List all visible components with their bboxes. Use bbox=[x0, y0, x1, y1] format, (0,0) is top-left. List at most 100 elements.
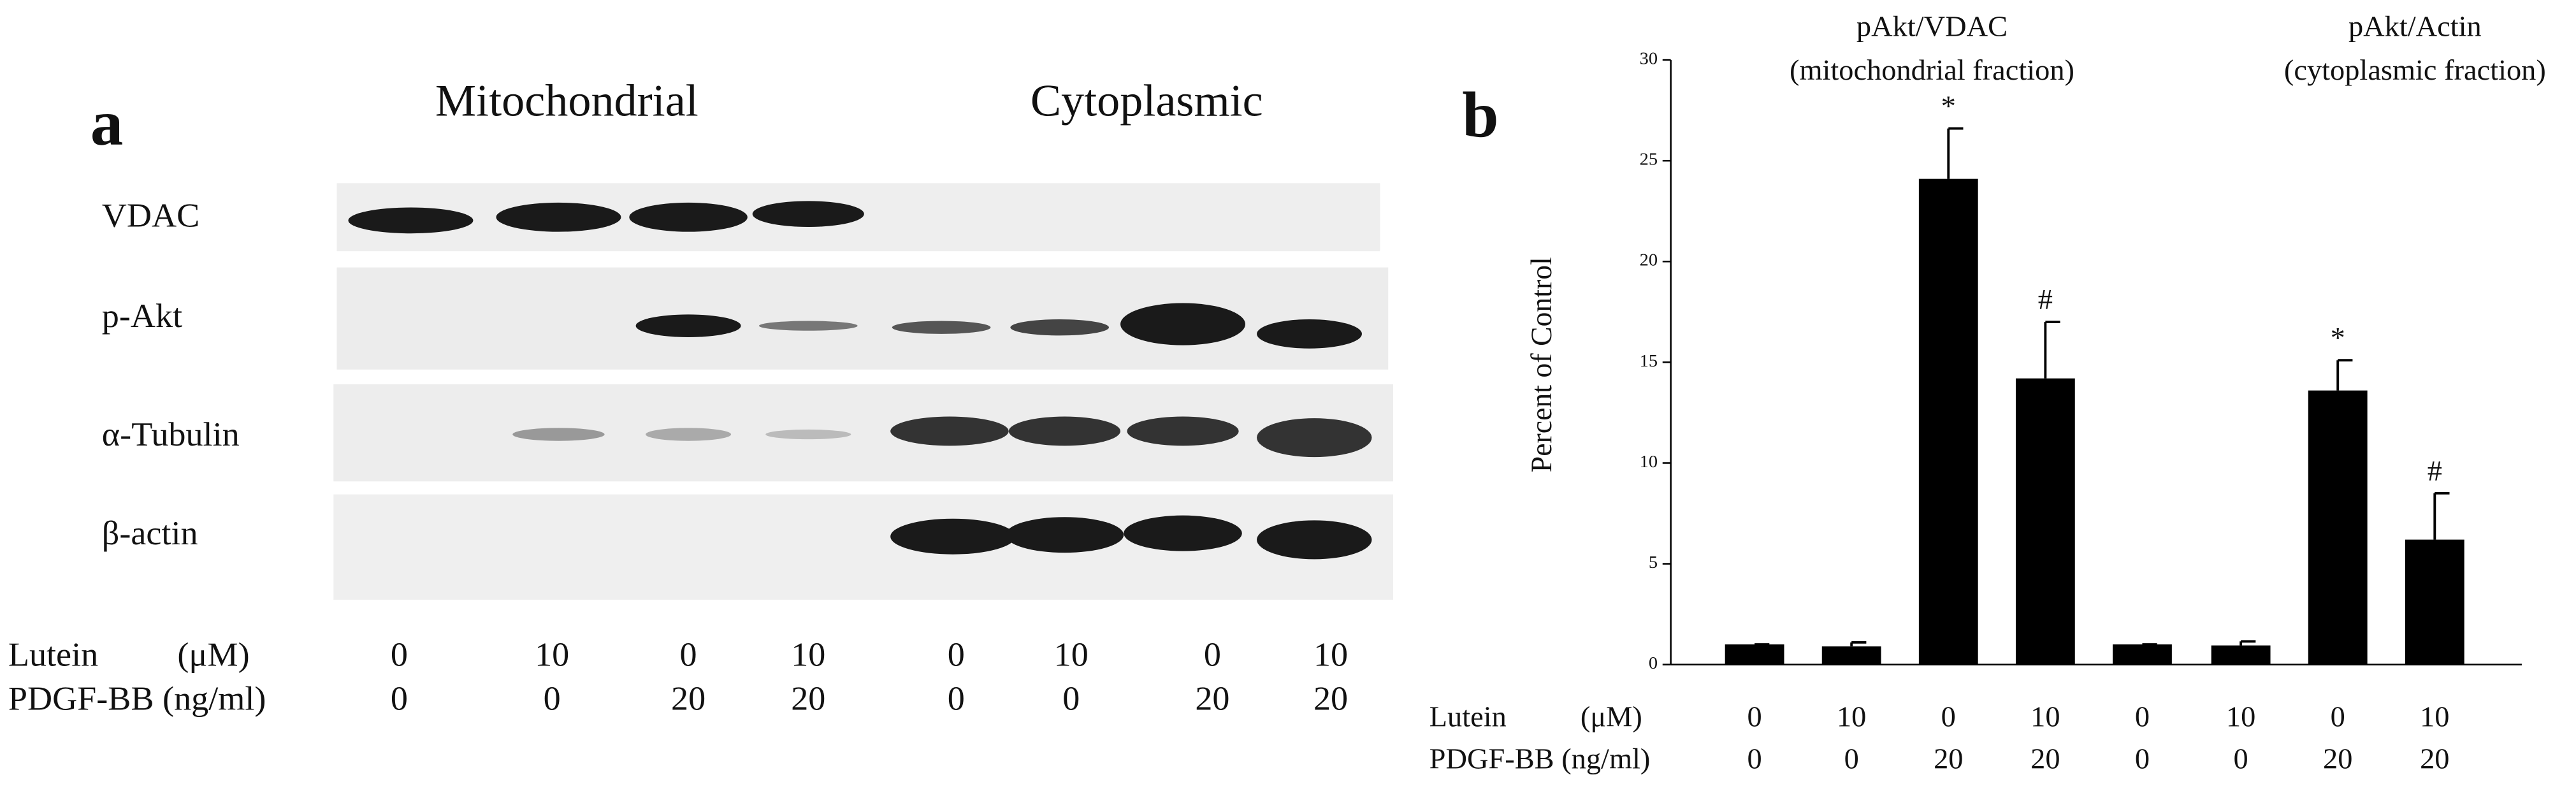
fraction-label: Cytoplasmic bbox=[1031, 75, 1263, 126]
x-tick-label: 20 bbox=[2323, 743, 2352, 775]
y-tick-label: 30 bbox=[1640, 49, 1658, 69]
error-bar bbox=[1947, 127, 1964, 179]
error-bar bbox=[2336, 359, 2353, 391]
y-tick-label: 25 bbox=[1640, 150, 1658, 170]
y-tick-label: 20 bbox=[1640, 250, 1658, 270]
lane-label: 0 bbox=[391, 679, 408, 718]
x-tick-label: 0 bbox=[1844, 743, 1859, 775]
treatment-label: PDGF-BB (ng/ml) bbox=[8, 679, 266, 718]
lane-label: 10 bbox=[1313, 635, 1348, 674]
band bbox=[892, 321, 991, 334]
bar bbox=[2308, 390, 2368, 665]
error-bar bbox=[2433, 491, 2450, 540]
band bbox=[629, 202, 748, 232]
band bbox=[752, 201, 864, 228]
lane-label: 0 bbox=[948, 679, 965, 718]
band bbox=[1008, 416, 1121, 446]
lane-label: 10 bbox=[535, 635, 569, 674]
group-title: pAkt/Actin bbox=[2348, 10, 2482, 43]
lane-label: 10 bbox=[1054, 635, 1089, 674]
x-tick-label: 0 bbox=[1747, 743, 1762, 775]
band bbox=[1257, 418, 1372, 458]
group-title: (cytoplasmic fraction) bbox=[2284, 54, 2546, 86]
lane-label: 0 bbox=[680, 635, 697, 674]
band bbox=[1120, 303, 1245, 345]
band bbox=[890, 416, 1009, 446]
x-tick-label: 0 bbox=[2234, 743, 2248, 775]
error-bar bbox=[2044, 321, 2060, 379]
bar bbox=[2015, 378, 2075, 665]
bar bbox=[1725, 644, 1784, 665]
x-tick-label: 10 bbox=[1837, 700, 1866, 733]
bar bbox=[2211, 645, 2271, 665]
treatment-label: Lutein bbox=[8, 635, 98, 674]
lane-label: 0 bbox=[544, 679, 561, 718]
band bbox=[1257, 520, 1372, 560]
fraction-label: Mitochondrial bbox=[435, 75, 698, 126]
lane-label: 0 bbox=[391, 635, 408, 674]
x-tick-label: 10 bbox=[2226, 700, 2255, 733]
bands bbox=[348, 201, 1372, 560]
row-label: α-Tubulin bbox=[102, 415, 240, 453]
band bbox=[765, 429, 851, 440]
x-tick-label: 0 bbox=[2135, 700, 2150, 733]
significance-marker: # bbox=[2038, 283, 2053, 316]
x-tick-label: 0 bbox=[1747, 700, 1762, 733]
y-tick-label: 5 bbox=[1649, 553, 1658, 572]
bar bbox=[1918, 178, 1978, 665]
x-tick-label: 20 bbox=[2030, 743, 2060, 775]
lane-label: 20 bbox=[1313, 679, 1348, 718]
y-axis-label: Percent of Control bbox=[1525, 257, 1558, 472]
row-label: p-Akt bbox=[102, 297, 182, 335]
lane-label: 0 bbox=[948, 635, 965, 674]
band bbox=[890, 518, 1016, 555]
band bbox=[1127, 416, 1239, 446]
treatment-unit: (μM) bbox=[177, 635, 249, 674]
error-bar bbox=[1850, 641, 1867, 647]
bar bbox=[2113, 644, 2172, 665]
lane-label: 0 bbox=[1204, 635, 1221, 674]
band bbox=[512, 428, 605, 441]
significance-marker: * bbox=[1941, 90, 1956, 122]
band bbox=[1257, 319, 1363, 349]
lane-label: 20 bbox=[671, 679, 706, 718]
bar bbox=[1821, 646, 1881, 665]
lane-label: 0 bbox=[1062, 679, 1080, 718]
band bbox=[1124, 515, 1242, 551]
band bbox=[646, 428, 732, 441]
x-tick-label: 0 bbox=[1941, 700, 1956, 733]
band bbox=[348, 207, 474, 234]
band bbox=[496, 202, 621, 232]
group-title: (mitochondrial fraction) bbox=[1790, 54, 2074, 86]
lane-label: 20 bbox=[791, 679, 825, 718]
x-tick-label: 20 bbox=[1934, 743, 1963, 775]
lane-label: 20 bbox=[1195, 679, 1229, 718]
x-tick-label: 10 bbox=[2420, 700, 2449, 733]
band bbox=[635, 314, 741, 337]
treatment-label: Lutein bbox=[1429, 700, 1507, 733]
group-title: pAkt/VDAC bbox=[1856, 10, 2008, 43]
bar bbox=[2405, 539, 2464, 665]
x-tick-label: 20 bbox=[2420, 743, 2449, 775]
significance-marker: * bbox=[2331, 321, 2345, 354]
lane-label: 10 bbox=[791, 635, 825, 674]
band bbox=[1005, 517, 1124, 553]
row-label: β-actin bbox=[102, 514, 198, 552]
treatment-label: PDGF-BB (ng/ml) bbox=[1429, 743, 1651, 775]
significance-marker: # bbox=[2428, 454, 2442, 487]
panel-label: b bbox=[1462, 80, 1498, 151]
error-bar bbox=[2240, 640, 2256, 646]
row-label: VDAC bbox=[102, 196, 199, 235]
x-tick-label: 0 bbox=[2135, 743, 2150, 775]
panel-label: a bbox=[90, 87, 124, 159]
treatment-unit: (μM) bbox=[1581, 700, 1642, 733]
y-tick-label: 0 bbox=[1649, 653, 1658, 673]
band bbox=[1010, 319, 1110, 336]
y-tick-label: 15 bbox=[1640, 351, 1658, 371]
x-tick-label: 10 bbox=[2030, 700, 2060, 733]
band bbox=[758, 321, 858, 331]
x-tick-label: 0 bbox=[2331, 700, 2345, 733]
blot-strip bbox=[333, 494, 1393, 600]
blot bbox=[333, 183, 1393, 600]
